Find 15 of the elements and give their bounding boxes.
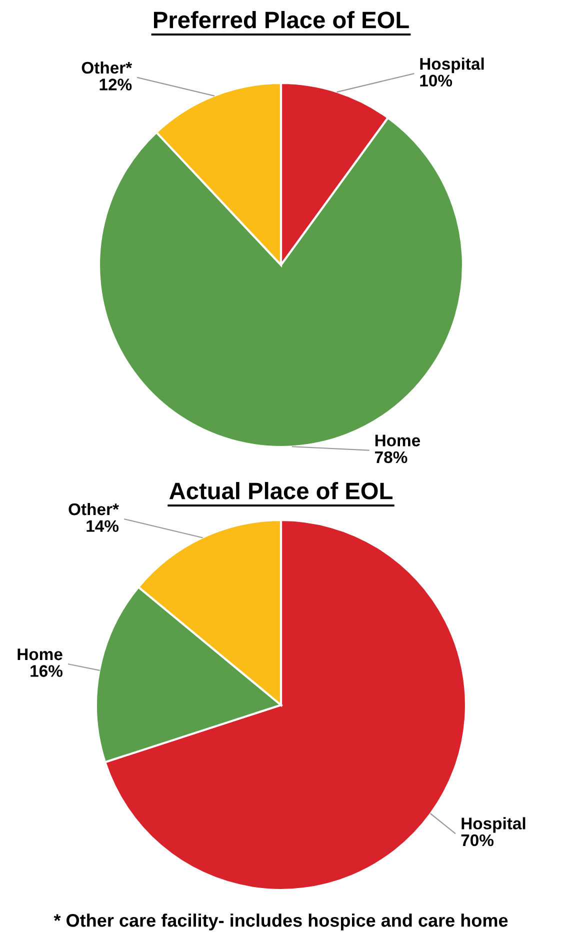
slice-label: Home <box>18 648 62 660</box>
data-label: 70% <box>461 834 494 846</box>
slice-label: Hospital <box>462 817 526 833</box>
data-label: 78% <box>375 451 408 464</box>
slice-label: Home <box>375 434 420 446</box>
slice-label: Hospital <box>420 58 484 74</box>
chart-title: Actual Place of EOL <box>169 482 392 500</box>
chart-title: Preferred Place of EOL <box>154 10 409 28</box>
data-label: 10% <box>420 74 452 87</box>
text: * Other care facility- includes hospice and care home <box>54 914 508 930</box>
data-label: 14% <box>86 520 119 532</box>
slice-label: Other* <box>82 61 132 74</box>
slice-label: Other* <box>68 502 119 516</box>
data-label: 16% <box>30 665 62 677</box>
data-label: 12% <box>100 78 132 90</box>
